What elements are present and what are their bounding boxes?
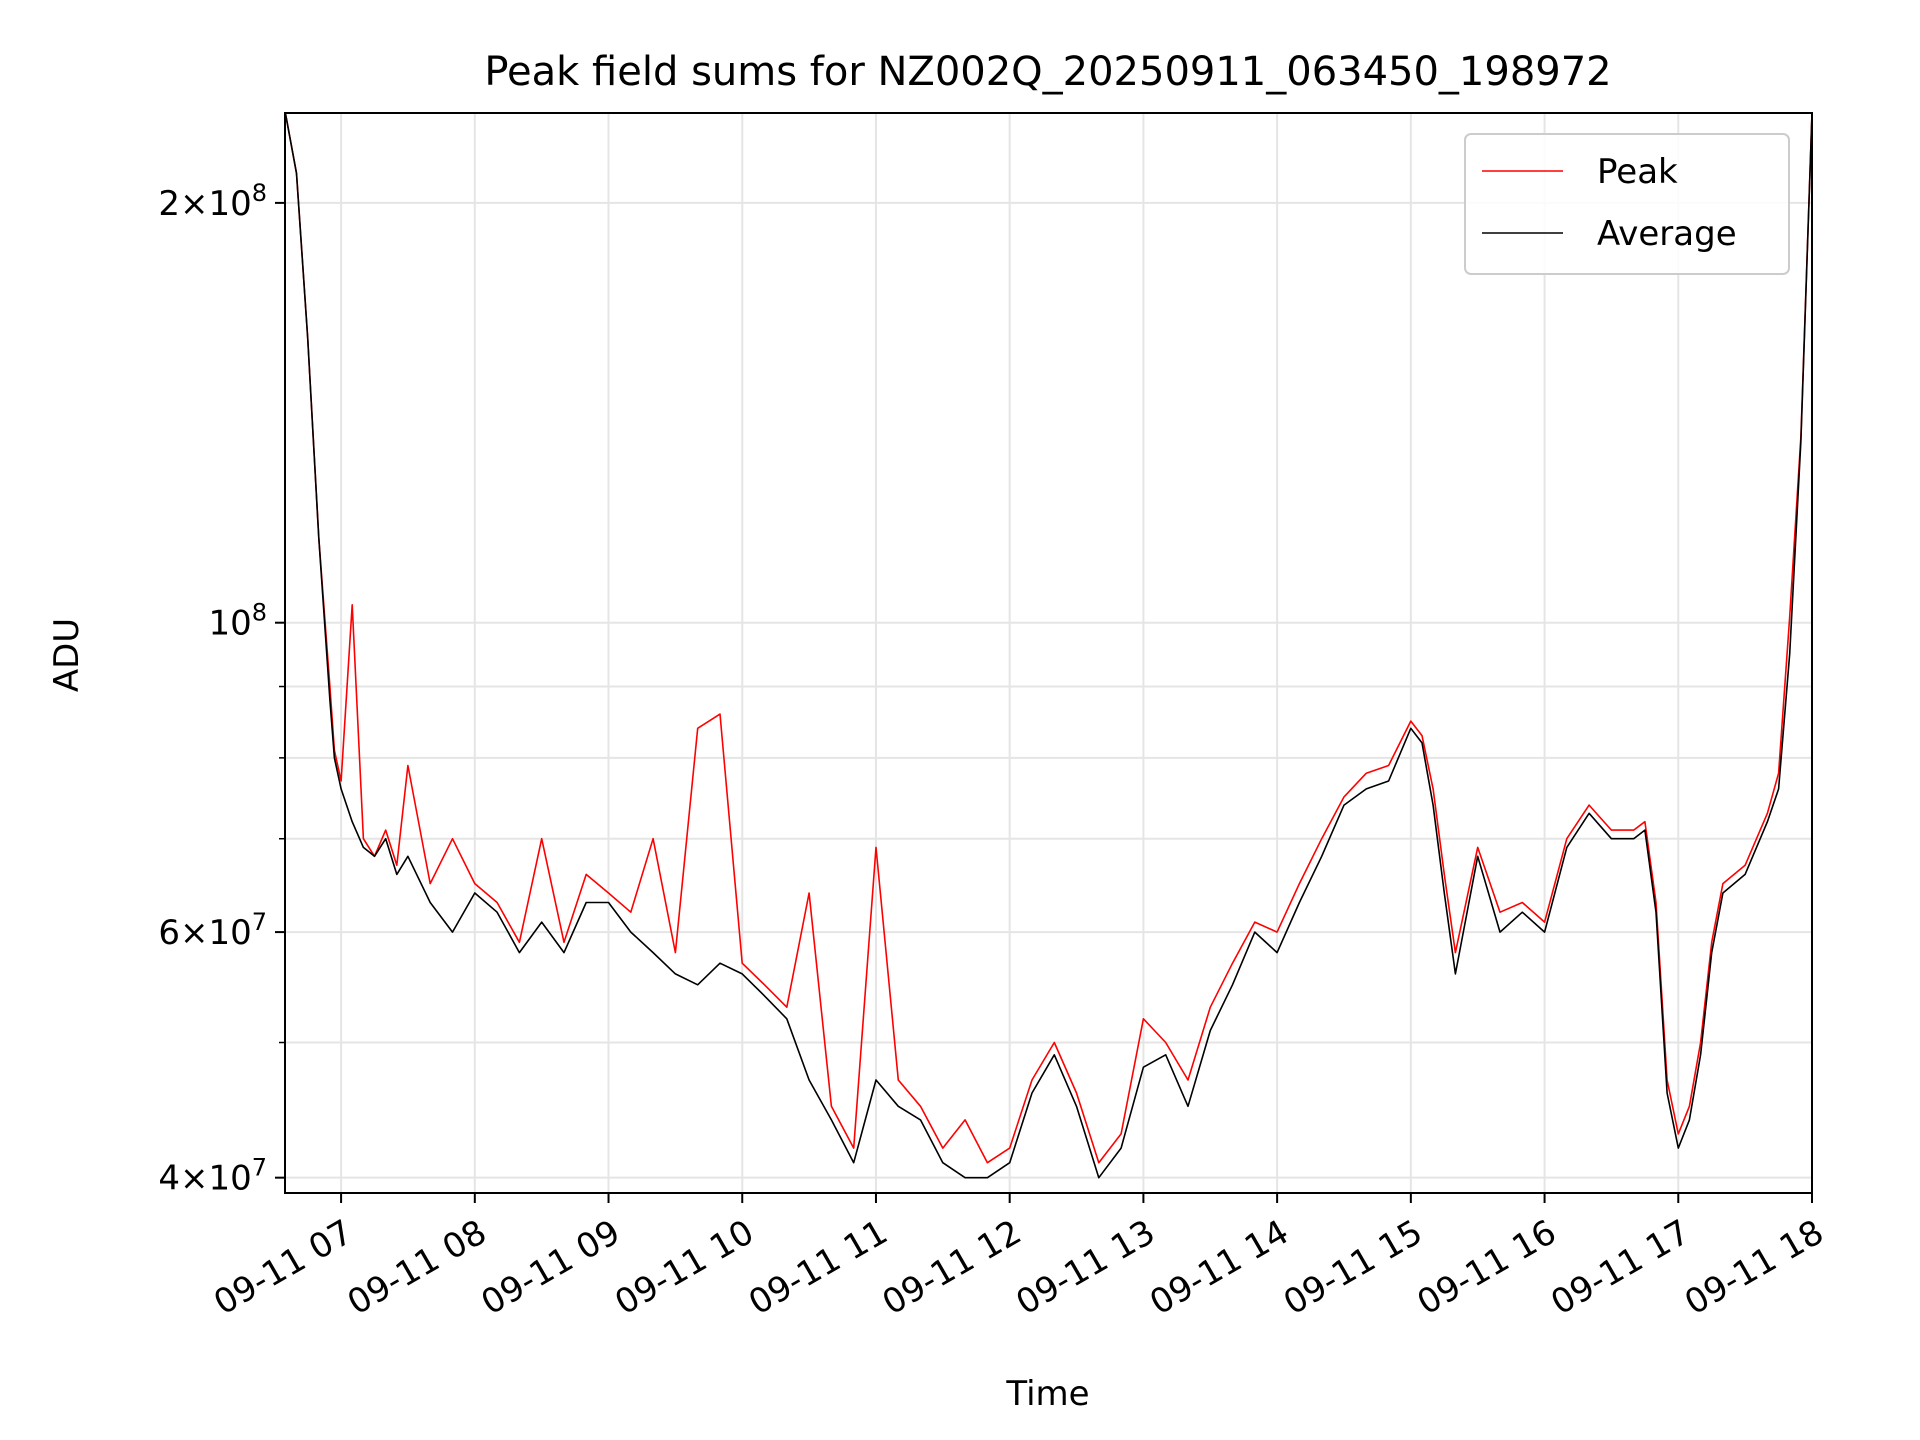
series-line-peak	[284, 112, 1813, 1164]
y-axis-label: ADU	[47, 618, 87, 692]
legend-label-average: Average	[1597, 214, 1737, 254]
y-tick-label: 4×107	[158, 1154, 267, 1199]
plot-series	[284, 112, 1813, 1179]
series-line-average	[284, 112, 1813, 1179]
legend-box	[1464, 133, 1790, 275]
grid-lines	[285, 113, 1813, 1193]
legend: Peak Average	[1464, 133, 1790, 275]
x-axis-label: Time	[1005, 1374, 1089, 1414]
plot-area-frame	[284, 112, 1813, 1194]
chart-title: Peak field sums for NZ002Q_20250911_0634…	[484, 49, 1611, 95]
y-tick-label: 6×107	[158, 908, 267, 953]
y-tick-label: 108	[208, 599, 267, 644]
y-tick-label: 2×108	[158, 179, 267, 224]
legend-label-peak: Peak	[1597, 152, 1678, 192]
